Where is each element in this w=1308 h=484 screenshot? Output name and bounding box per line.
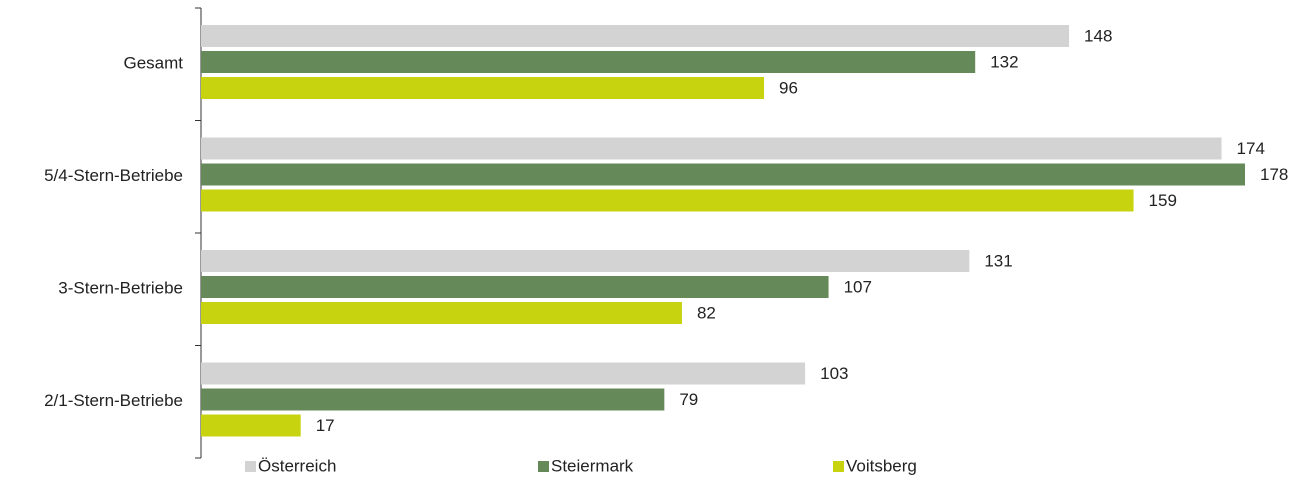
- data-label: 174: [1237, 139, 1265, 158]
- y-tick-label: 5/4-Stern-Betriebe: [44, 166, 183, 185]
- legend-label: Steiermark: [551, 456, 634, 475]
- data-label: 96: [779, 78, 798, 97]
- y-tick-label: Gesamt: [123, 54, 183, 73]
- data-label: 107: [844, 277, 872, 296]
- legend-swatch: [538, 461, 549, 472]
- legend-label: Österreich: [258, 456, 336, 475]
- bar: [201, 362, 806, 385]
- bar: [201, 276, 829, 298]
- bar: [201, 250, 970, 272]
- legend-swatch: [245, 461, 256, 472]
- data-label: 17: [316, 416, 335, 435]
- data-label: 178: [1260, 165, 1288, 184]
- data-label: 79: [679, 390, 698, 409]
- data-label: 131: [984, 251, 1012, 270]
- bar: [201, 163, 1245, 186]
- data-label: 103: [820, 364, 848, 383]
- bar: [201, 77, 765, 99]
- bar: [201, 302, 682, 324]
- y-tick-label: 2/1-Stern-Betriebe: [44, 391, 183, 410]
- y-tick-label: 3-Stern-Betriebe: [58, 279, 183, 298]
- data-label: 159: [1149, 191, 1177, 210]
- bar: [201, 51, 976, 73]
- bar: [201, 137, 1222, 160]
- data-label: 82: [697, 303, 716, 322]
- bar: [201, 388, 665, 411]
- bar: [201, 189, 1134, 212]
- legend-swatch: [833, 461, 844, 472]
- bar: [201, 25, 1070, 47]
- data-label: 132: [990, 52, 1018, 71]
- bar: [201, 414, 301, 437]
- data-label: 148: [1084, 26, 1112, 45]
- legend-label: Voitsberg: [846, 456, 917, 475]
